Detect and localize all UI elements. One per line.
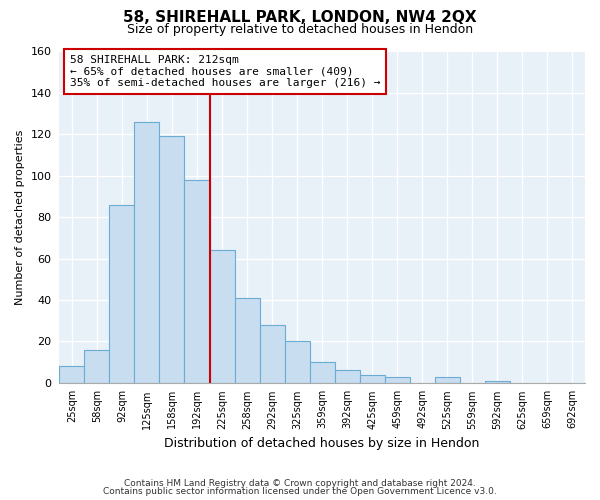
Bar — [260, 325, 284, 383]
Bar — [184, 180, 209, 383]
Text: Size of property relative to detached houses in Hendon: Size of property relative to detached ho… — [127, 22, 473, 36]
Bar — [284, 342, 310, 383]
Bar — [335, 370, 360, 383]
Text: Contains public sector information licensed under the Open Government Licence v3: Contains public sector information licen… — [103, 487, 497, 496]
Text: Contains HM Land Registry data © Crown copyright and database right 2024.: Contains HM Land Registry data © Crown c… — [124, 478, 476, 488]
Bar — [85, 350, 109, 383]
Bar — [435, 376, 460, 383]
Text: 58, SHIREHALL PARK, LONDON, NW4 2QX: 58, SHIREHALL PARK, LONDON, NW4 2QX — [123, 10, 477, 25]
Bar — [209, 250, 235, 383]
Text: 58 SHIREHALL PARK: 212sqm
← 65% of detached houses are smaller (409)
35% of semi: 58 SHIREHALL PARK: 212sqm ← 65% of detac… — [70, 55, 380, 88]
Bar — [109, 205, 134, 383]
X-axis label: Distribution of detached houses by size in Hendon: Distribution of detached houses by size … — [164, 437, 480, 450]
Bar — [360, 374, 385, 383]
Y-axis label: Number of detached properties: Number of detached properties — [15, 130, 25, 305]
Bar — [59, 366, 85, 383]
Bar — [134, 122, 160, 383]
Bar — [235, 298, 260, 383]
Bar — [310, 362, 335, 383]
Bar — [160, 136, 184, 383]
Bar — [485, 381, 510, 383]
Bar — [385, 376, 410, 383]
